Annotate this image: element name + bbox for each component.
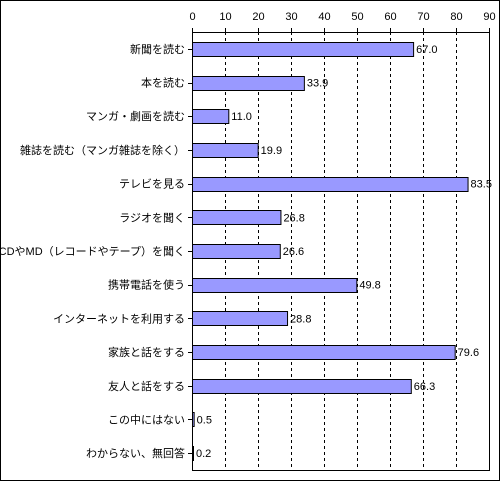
category-label: 家族と話をする: [108, 345, 185, 359]
value-label: 66.3: [414, 381, 435, 393]
x-tick-label: 60: [384, 11, 396, 23]
x-tick-label: 30: [285, 11, 297, 23]
x-tick-label: 20: [252, 11, 264, 23]
value-label: 28.8: [290, 313, 311, 325]
value-label: 79.6: [458, 347, 479, 359]
value-label: 83.5: [471, 179, 492, 191]
value-label: 49.8: [359, 280, 380, 292]
bar: [192, 177, 469, 192]
category-label: 携帯電話を使う: [108, 278, 185, 292]
category-label: 友人と話をする: [108, 379, 185, 393]
value-label: 11.0: [231, 111, 252, 123]
x-tick-label: 40: [318, 11, 330, 23]
bar: [192, 379, 412, 394]
bar: [192, 244, 281, 259]
x-tick-label: 50: [351, 11, 363, 23]
value-label: 26.6: [283, 246, 304, 258]
value-labels: 67.0 33.9 11.0 19.9 83.5 26.8 26.6 49.8 28.8 79.6…: [196, 44, 492, 460]
bar: [192, 109, 230, 124]
bar: [192, 210, 282, 225]
category-label: 雑誌を読む（マンガ雑誌を除く）: [20, 143, 185, 157]
value-label: 67.0: [416, 44, 437, 56]
category-label: マンガ・劇画を読む: [86, 109, 185, 123]
category-label: CDやMD（レコードやテープ）を聞く: [1, 245, 185, 258]
x-axis: 0 10 20 30 40 50 60 70 80 90: [189, 11, 496, 32]
x-tick-label: 0: [189, 11, 195, 23]
category-label: わからない、無回答: [86, 446, 185, 460]
bar: [192, 76, 305, 91]
category-label: 本を読む: [141, 76, 185, 90]
bar: [192, 412, 195, 427]
bar: [192, 278, 358, 293]
category-label: この中にはない: [108, 413, 185, 426]
value-label: 26.8: [283, 212, 304, 224]
x-tick-label: 70: [417, 11, 429, 23]
value-label: 0.2: [196, 448, 211, 460]
category-label: 新聞を読む: [130, 42, 185, 56]
x-tick-label: 80: [450, 11, 462, 23]
bar: [192, 345, 456, 360]
x-tick-label: 10: [219, 11, 231, 23]
bar: [192, 143, 259, 158]
value-label: 33.9: [307, 78, 328, 90]
bar: [192, 42, 415, 57]
value-label: 19.9: [261, 145, 282, 157]
bar: [192, 446, 194, 461]
category-label: テレビを見る: [119, 178, 185, 191]
bars: [192, 42, 469, 461]
bar: [192, 311, 289, 326]
x-tick-label: 90: [483, 11, 495, 23]
value-label: 0.5: [197, 414, 212, 426]
category-label: インターネットを利用する: [53, 312, 185, 325]
category-label: ラジオを聞く: [119, 211, 185, 224]
